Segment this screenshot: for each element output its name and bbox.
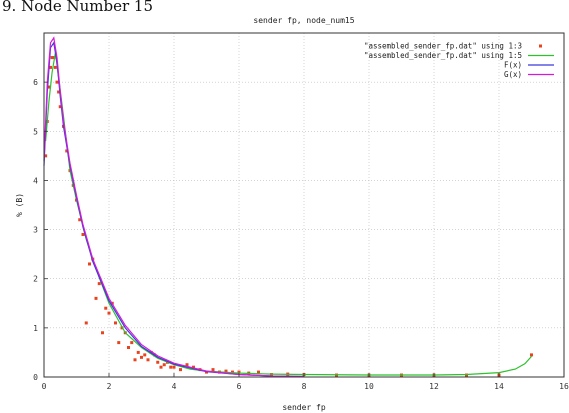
data-point [530,353,533,357]
y-ticks: 0 1 2 3 4 5 6 [33,78,48,382]
data-point [133,358,137,362]
data-point [107,311,111,315]
data-point [127,346,130,350]
data-point [130,341,134,345]
data-point [84,321,88,325]
data-point [50,56,54,60]
data-point [55,80,59,84]
chart-title: sender fp, node_num15 [253,16,354,25]
x-tick-label: 6 [237,382,242,391]
data-point [81,232,85,236]
data-point [117,341,121,345]
y-axis-label: % (B) [15,193,24,217]
x-tick-label: 0 [42,382,47,391]
data-point [192,365,195,369]
legend-swatch [539,44,542,48]
x-tick-label: 8 [302,382,307,391]
x-tick-label: 16 [559,382,569,391]
legend: "assembled_sender_fp.dat" using 1:3"asse… [364,42,554,79]
data-point [97,282,101,286]
y-tick-label: 0 [33,373,38,382]
data-point [58,105,62,109]
legend-label: F(x) [504,61,522,70]
data-point [114,321,117,325]
data-point [57,90,61,94]
data-point [237,370,241,374]
data-point [162,363,166,367]
data-point [104,306,108,310]
legend-label: "assembled_sender_fp.dat" using 1:3 [364,42,522,51]
y-tick-label: 3 [33,226,38,235]
legend-label: "assembled_sender_fp.dat" using 1:5 [364,51,522,60]
data-point [136,350,140,354]
data-point [101,331,104,335]
grid [44,33,564,377]
y-tick-label: 2 [33,275,38,284]
data-point [211,368,215,372]
x-tick-label: 10 [364,382,374,391]
data-point [224,369,228,373]
data-point [179,368,182,372]
data-point [94,296,98,300]
series-line [43,36,305,378]
x-tick-label: 2 [107,382,112,391]
data-point [143,353,147,357]
data-point [172,365,176,369]
x-tick-label: 12 [429,382,439,391]
data-point [44,154,48,158]
data-point [47,85,51,89]
data-point [49,65,52,69]
x-tick-label: 14 [494,382,504,391]
data-point [185,363,189,367]
x-ticks: 0 2 4 6 8 10 12 14 16 [42,373,569,391]
legend-label: G(x) [504,70,522,79]
data-point [156,360,160,364]
data-point [159,365,163,369]
y-tick-label: 5 [33,127,38,136]
data-point [52,56,56,60]
data-point [231,370,234,374]
data-point [88,262,91,266]
data-point [146,358,150,362]
y-tick-label: 4 [33,176,38,185]
data-point [169,365,173,369]
series-layer [43,36,533,378]
y-tick-label: 1 [33,324,38,333]
y-tick-label: 6 [33,78,38,87]
page-caption: 9. Node Number 15 [2,0,153,15]
x-axis-label: sender fp [282,403,326,412]
data-point [257,370,260,374]
x-tick-label: 4 [172,382,177,391]
data-point [53,65,57,69]
data-point [140,355,143,359]
data-point [65,149,69,153]
series-4 [43,36,305,378]
data-point [78,218,82,222]
